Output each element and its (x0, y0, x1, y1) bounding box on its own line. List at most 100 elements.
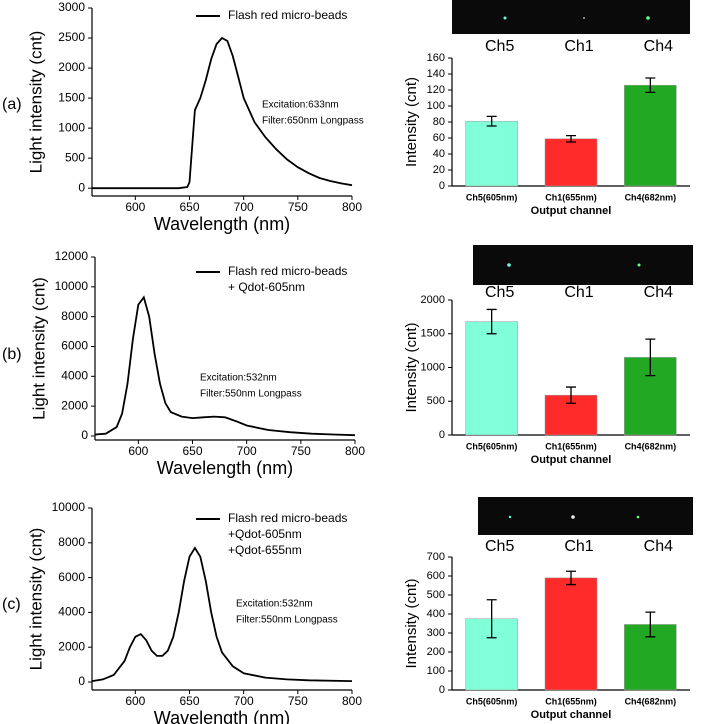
y-tick-label: 0 (78, 180, 85, 194)
x-axis-title: Wavelength (nm) (154, 214, 290, 234)
y-axis-title: Light intensity (cnt) (26, 31, 45, 174)
x-axis-title: Output channel (531, 709, 612, 721)
x-tick-label: 700 (237, 444, 257, 458)
x-tick-label: Ch5(605nm) (466, 441, 518, 451)
error-bar (645, 77, 656, 94)
x-tick-label: 800 (342, 200, 362, 214)
y-tick-label: 1500 (421, 328, 445, 340)
legend-label: Flash red micro-beads (228, 8, 347, 22)
annotation: Excitation:532nm (200, 373, 277, 384)
y-tick-label: 1500 (58, 90, 85, 104)
bar (465, 120, 518, 187)
y-tick-label: 400 (427, 608, 445, 620)
x-tick-label: 700 (234, 694, 254, 708)
x-tick-label: Ch1(655nm) (545, 696, 597, 706)
y-tick-label: 500 (65, 150, 85, 164)
x-tick-label: 600 (125, 200, 145, 214)
y-tick-label: 0 (439, 180, 445, 192)
spot (637, 263, 641, 267)
x-tick-label: 600 (128, 444, 148, 458)
x-axis-title: Wavelength (nm) (154, 708, 290, 724)
legend-label: Flash red micro-beads (228, 511, 347, 525)
y-tick-label: 3000 (58, 0, 85, 14)
spectrum-line (92, 36, 353, 190)
x-axis-title: Output channel (531, 205, 612, 217)
y-axis-title: Light intensity (cnt) (26, 528, 45, 671)
y-tick-label: 2000 (58, 639, 85, 653)
spot (508, 515, 512, 519)
y-tick-label: 40 (433, 148, 445, 160)
image-label: Ch4 (644, 284, 673, 301)
error-bar (566, 134, 576, 143)
y-axis-title: Light intensity (cnt) (29, 277, 48, 420)
spectrum-line (94, 295, 356, 437)
panel-label: (c) (2, 596, 21, 613)
spot (636, 515, 640, 519)
image-label: Ch4 (644, 538, 673, 555)
x-tick-label: 750 (291, 444, 311, 458)
spectrum-line (91, 546, 353, 682)
y-tick-label: 500 (427, 589, 445, 601)
annotation: Excitation:633nm (262, 100, 339, 111)
y-tick-label: 8000 (61, 309, 88, 323)
x-tick-label: 700 (234, 200, 254, 214)
y-tick-label: 100 (427, 100, 445, 112)
y-tick-label: 2500 (58, 30, 85, 44)
y-tick-label: 160 (427, 52, 445, 64)
y-tick-label: 2000 (58, 60, 85, 74)
bar (544, 138, 598, 187)
y-tick-label: 6000 (61, 339, 88, 353)
spot (571, 515, 575, 519)
spot (507, 263, 511, 267)
y-tick-label: 140 (427, 68, 445, 80)
error-bar (645, 611, 656, 638)
y-tick-label: 0 (81, 428, 88, 442)
annotation: Excitation:532nm (236, 599, 313, 610)
y-tick-label: 2000 (421, 294, 445, 306)
bar (544, 577, 598, 691)
channel-image (473, 245, 693, 285)
image-label: Ch5 (485, 284, 514, 301)
y-tick-label: 8000 (58, 535, 85, 549)
y-tick-label: 4000 (61, 368, 88, 382)
legend-label: Flash red micro-beads (228, 264, 347, 278)
x-tick-label: Ch5(605nm) (466, 696, 518, 706)
y-tick-label: 600 (427, 570, 445, 582)
x-tick-label: 750 (288, 694, 308, 708)
channel-image (478, 497, 693, 535)
x-tick-label: Ch1(655nm) (545, 192, 597, 202)
y-tick-label: 300 (427, 627, 445, 639)
y-tick-label: 12000 (55, 249, 89, 263)
y-tick-label: 0 (439, 684, 445, 696)
error-bar (486, 599, 497, 639)
y-axis-title: Intensity (cnt) (403, 322, 420, 412)
spot (583, 17, 585, 19)
y-tick-label: 6000 (58, 570, 85, 584)
y-tick-label: 120 (427, 84, 445, 96)
bar (465, 321, 518, 436)
x-tick-label: Ch4(682nm) (625, 441, 677, 451)
error-bar (566, 570, 576, 586)
error-bar (566, 386, 576, 404)
bar (624, 84, 677, 187)
annotation: Filter:550nm Longpass (236, 615, 338, 626)
x-axis-title: Output channel (531, 454, 612, 466)
error-bar (486, 308, 497, 335)
error-bar (486, 115, 497, 127)
y-tick-label: 500 (427, 395, 445, 407)
panel-label: (b) (2, 346, 22, 363)
y-tick-label: 10000 (52, 500, 86, 514)
x-tick-label: 800 (342, 694, 362, 708)
x-tick-label: 650 (182, 444, 202, 458)
y-tick-label: 0 (78, 674, 85, 688)
y-axis-title: Intensity (cnt) (403, 77, 420, 167)
legend-label: +Qdot-605nm (228, 527, 302, 541)
y-tick-label: 20 (433, 164, 445, 176)
x-tick-label: 600 (125, 694, 145, 708)
y-tick-label: 700 (427, 551, 445, 563)
image-label: Ch5 (485, 38, 514, 55)
image-label: Ch5 (485, 538, 514, 555)
x-axis-title: Wavelength (nm) (157, 458, 293, 478)
y-tick-label: 60 (433, 132, 445, 144)
annotation: Filter:650nm Longpass (262, 116, 364, 127)
